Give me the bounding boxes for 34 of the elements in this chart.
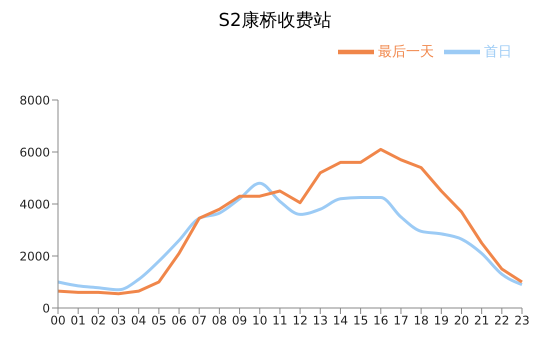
x-tick-label: 00: [50, 314, 66, 328]
x-tick-label: 20: [454, 314, 470, 328]
y-tick-label: 0: [42, 301, 50, 316]
x-tick-label: 10: [252, 314, 268, 328]
x-tick-label: 16: [373, 314, 388, 328]
y-tick-label: 8000: [19, 93, 50, 108]
x-tick-label: 04: [131, 314, 146, 328]
y-tick-label: 2000: [19, 249, 50, 264]
x-tick-label: 03: [110, 314, 126, 328]
x-tick-label: 09: [232, 314, 248, 328]
x-tick-label: 05: [151, 314, 167, 328]
x-tick-label: 15: [352, 314, 368, 328]
line-series: [56, 148, 524, 296]
x-tick-label: 02: [90, 314, 106, 328]
x-tick-label: 17: [393, 314, 409, 328]
x-tick-label: 01: [70, 314, 86, 328]
x-tick-label: 19: [434, 314, 449, 328]
x-tick-label: 07: [192, 314, 207, 328]
x-tick-label: 13: [312, 314, 328, 328]
chart-title: S2康桥收费站: [218, 9, 332, 33]
legend-label: 首日: [484, 44, 512, 60]
y-tick-label: 6000: [19, 145, 50, 160]
x-tick-label: 23: [514, 314, 530, 328]
x-tick-label: 06: [171, 314, 187, 328]
x-tick-label: 12: [292, 314, 308, 328]
legend-label: 最后一天: [378, 44, 434, 60]
line-series: [56, 182, 524, 292]
x-tick-label: 14: [332, 314, 348, 328]
x-tick-label: 22: [494, 314, 510, 328]
x-tick-label: 08: [212, 314, 228, 328]
x-tick-label: 11: [272, 314, 288, 328]
x-tick-label: 18: [413, 314, 429, 328]
y-tick-label: 4000: [19, 197, 50, 212]
x-tick-label: 21: [474, 314, 490, 328]
